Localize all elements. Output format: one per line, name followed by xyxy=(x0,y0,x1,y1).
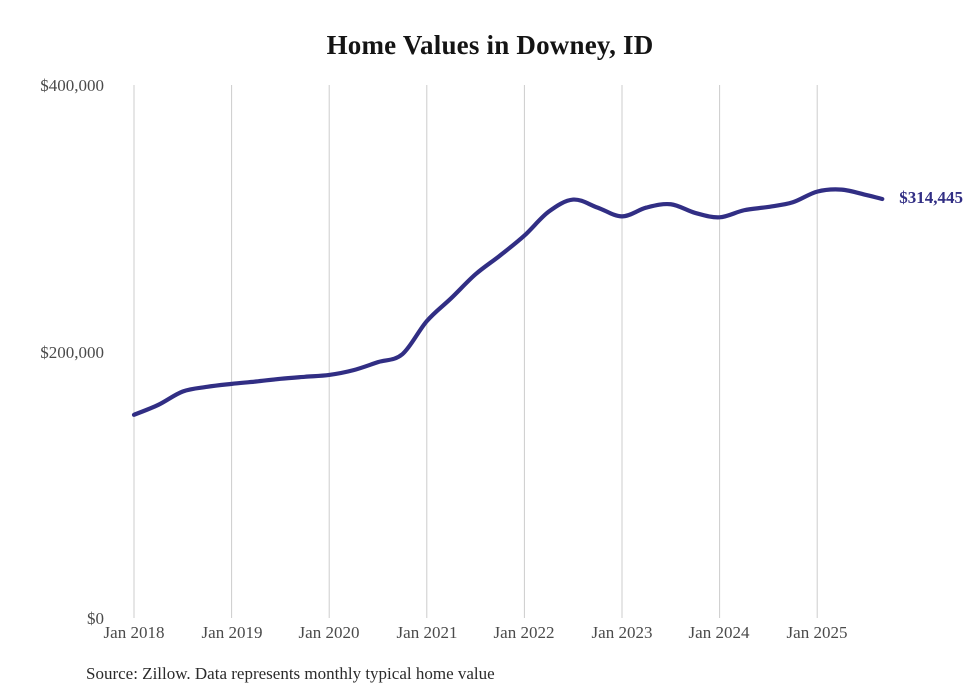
source-caption: Source: Zillow. Data represents monthly … xyxy=(86,664,495,683)
y-axis-tick-400000: $400,000 xyxy=(40,76,104,95)
gridlines xyxy=(133,85,818,618)
y-axis: $400,000 $200,000 $0 xyxy=(0,0,104,699)
x-axis-tick-jan-2024: Jan 2024 xyxy=(688,623,750,642)
x-axis-tick-jan-2019: Jan 2019 xyxy=(201,623,263,642)
x-axis-tick-jan-2025: Jan 2025 xyxy=(786,623,848,642)
page-title: Home Values in Downey, ID xyxy=(326,30,654,60)
y-axis-tick-200000: $200,000 xyxy=(40,343,104,362)
x-axis-tick-jan-2021: Jan 2021 xyxy=(396,623,458,642)
y-axis-tick-0: $0 xyxy=(87,609,104,628)
end-value-label: $314,445 xyxy=(899,188,964,207)
x-axis-tick-jan-2018: Jan 2018 xyxy=(103,623,165,642)
x-axis-tick-jan-2022: Jan 2022 xyxy=(493,623,555,642)
x-axis-tick-jan-2023: Jan 2023 xyxy=(591,623,653,642)
home-value-line xyxy=(131,187,885,417)
x-axis-tick-jan-2020: Jan 2020 xyxy=(298,623,360,642)
